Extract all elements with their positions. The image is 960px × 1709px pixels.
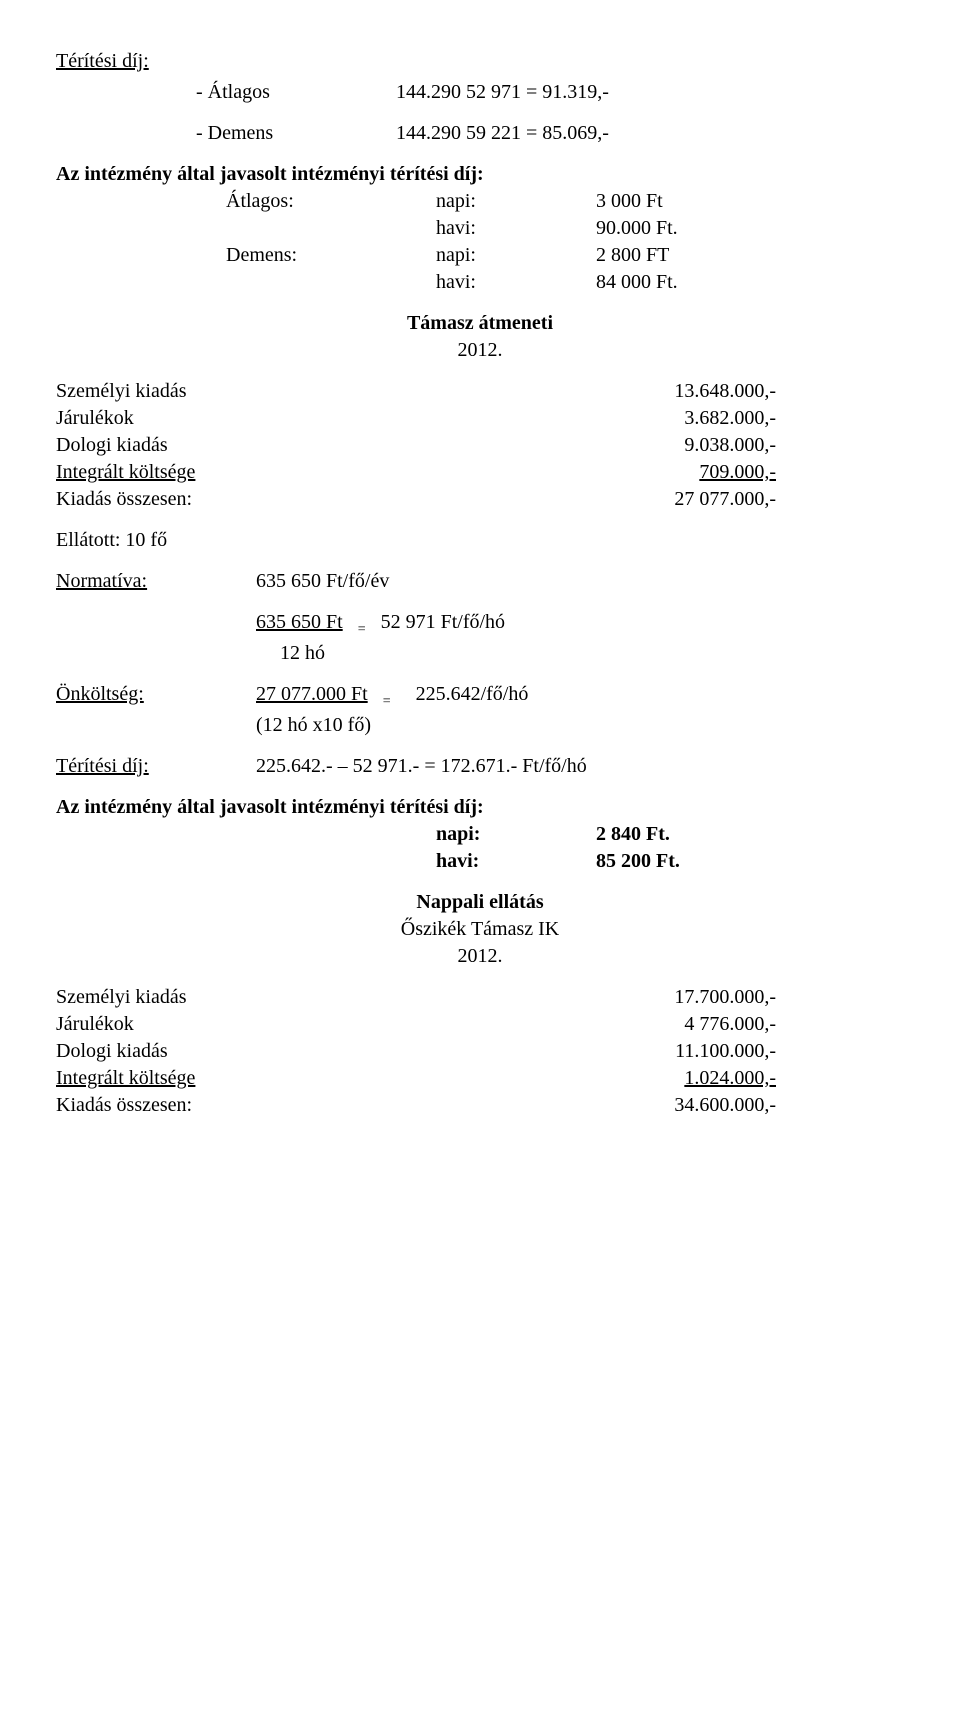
table-row: Kiadás összesen: 34.600.000,- xyxy=(56,1092,776,1119)
frac-result: 52 971 Ft/fő/hó xyxy=(381,611,505,633)
table-row: Integrált költsége 709.000,- xyxy=(56,459,776,486)
proposal-value: 85 200 Ft. xyxy=(596,848,796,875)
proposal-value: 2 800 FT xyxy=(596,242,796,269)
row-label: Dologi kiadás xyxy=(56,1038,576,1065)
proposal-value: 3 000 Ft xyxy=(596,188,796,215)
onk-top: 27 077.000 Ft xyxy=(256,683,368,705)
fee-line-calc: 144.290 59 221 = 85.069,- xyxy=(396,120,736,147)
proposal-name xyxy=(56,215,436,242)
proposal-name: Demens: xyxy=(56,242,436,269)
row-label: Kiadás összesen: xyxy=(56,1092,576,1119)
table-row: Kiadás összesen: 27 077.000,- xyxy=(56,486,776,513)
section1-title1: Támasz átmeneti xyxy=(56,310,904,337)
table-row: Személyi kiadás 17.700.000,- xyxy=(56,984,776,1011)
fee-line-atlagos: - Átlagos 144.290 52 971 = 91.319,- xyxy=(56,79,904,106)
proposal-period: havi: xyxy=(436,848,596,875)
row-label: Személyi kiadás xyxy=(56,378,576,405)
proposal-value: 90.000 Ft. xyxy=(596,215,796,242)
onk-bottom: (12 hó x10 fő) xyxy=(256,712,904,739)
ellatott: Ellátott: 10 fő xyxy=(56,527,904,554)
section2-title1: Nappali ellátás xyxy=(56,889,904,916)
proposal2-heading: Az intézmény által javasolt intézményi t… xyxy=(56,794,904,821)
row-label: Kiadás összesen: xyxy=(56,486,576,513)
proposal-name xyxy=(56,269,436,296)
row-value: 9.038.000,- xyxy=(576,432,776,459)
proposal-period: napi: xyxy=(436,242,596,269)
onkoltseg-label: Önköltség: xyxy=(56,681,256,739)
row-label: Járulékok xyxy=(56,1011,576,1038)
fee-line-demens: - Demens 144.290 59 221 = 85.069,- xyxy=(56,120,904,147)
fee-line-label: - Demens xyxy=(196,120,396,147)
section2-title3: 2012. xyxy=(56,943,904,970)
section2-title2: Őszikék Támasz IK xyxy=(56,916,904,943)
teritesi-label: Térítési díj: xyxy=(56,753,256,780)
frac-bottom: 12 hó xyxy=(256,640,904,667)
section1-table: Személyi kiadás 13.648.000,- Járulékok 3… xyxy=(56,378,776,513)
onk-result: 225.642/fő/hó xyxy=(416,683,529,705)
normativa-value: 635 650 Ft/fő/év xyxy=(256,568,904,595)
normativa-fraction: 635 650 Ft = 52 971 Ft/fő/hó 12 hó xyxy=(56,609,904,667)
fee-line-label: - Átlagos xyxy=(196,79,396,106)
teritesi-value: 225.642.- – 52 971.- = 172.671.- Ft/fő/h… xyxy=(256,753,904,780)
row-label: Személyi kiadás xyxy=(56,984,576,1011)
proposal-value: 2 840 Ft. xyxy=(596,821,796,848)
row-value: 11.100.000,- xyxy=(576,1038,776,1065)
fee-line-calc: 144.290 52 971 = 91.319,- xyxy=(396,79,736,106)
table-row: Dologi kiadás 11.100.000,- xyxy=(56,1038,776,1065)
proposal1-row: havi: 84 000 Ft. xyxy=(56,269,904,296)
row-value: 27 077.000,- xyxy=(576,486,776,513)
onkoltseg: Önköltség: 27 077.000 Ft = 225.642/fő/hó… xyxy=(56,681,904,739)
row-label: Integrált költsége xyxy=(56,1065,576,1092)
row-value: 3.682.000,- xyxy=(576,405,776,432)
proposal-period: napi: xyxy=(436,188,596,215)
proposal-value: 84 000 Ft. xyxy=(596,269,796,296)
row-value: 13.648.000,- xyxy=(576,378,776,405)
row-label: Járulékok xyxy=(56,405,576,432)
equals: = xyxy=(358,622,366,637)
row-value: 34.600.000,- xyxy=(576,1092,776,1119)
proposal1-row: Demens: napi: 2 800 FT xyxy=(56,242,904,269)
table-row: Integrált költsége 1.024.000,- xyxy=(56,1065,776,1092)
table-row: Dologi kiadás 9.038.000,- xyxy=(56,432,776,459)
proposal-period: havi: xyxy=(436,215,596,242)
equals: = xyxy=(383,694,391,709)
row-value: 709.000,- xyxy=(576,459,776,486)
frac-top: 635 650 Ft xyxy=(256,611,343,633)
row-value: 1.024.000,- xyxy=(576,1065,776,1092)
proposal-period: napi: xyxy=(436,821,596,848)
proposal1-row: havi: 90.000 Ft. xyxy=(56,215,904,242)
proposal-period: havi: xyxy=(436,269,596,296)
proposal2-row: havi: 85 200 Ft. xyxy=(56,848,904,875)
normativa: Normatíva: 635 650 Ft/fő/év xyxy=(56,568,904,595)
row-value: 4 776.000,- xyxy=(576,1011,776,1038)
teritesi-dij: Térítési díj: 225.642.- – 52 971.- = 172… xyxy=(56,753,904,780)
row-value: 17.700.000,- xyxy=(576,984,776,1011)
proposal-name: Átlagos: xyxy=(56,188,436,215)
fee-title: Térítési díj: xyxy=(56,48,904,75)
proposal2-row: napi: 2 840 Ft. xyxy=(56,821,904,848)
section1-title2: 2012. xyxy=(56,337,904,364)
proposal1-row: Átlagos: napi: 3 000 Ft xyxy=(56,188,904,215)
section2-table: Személyi kiadás 17.700.000,- Járulékok 4… xyxy=(56,984,776,1119)
row-label: Integrált költsége xyxy=(56,459,576,486)
table-row: Járulékok 4 776.000,- xyxy=(56,1011,776,1038)
table-row: Járulékok 3.682.000,- xyxy=(56,405,776,432)
table-row: Személyi kiadás 13.648.000,- xyxy=(56,378,776,405)
proposal1-heading: Az intézmény által javasolt intézményi t… xyxy=(56,161,904,188)
normativa-label: Normatíva: xyxy=(56,568,256,595)
row-label: Dologi kiadás xyxy=(56,432,576,459)
